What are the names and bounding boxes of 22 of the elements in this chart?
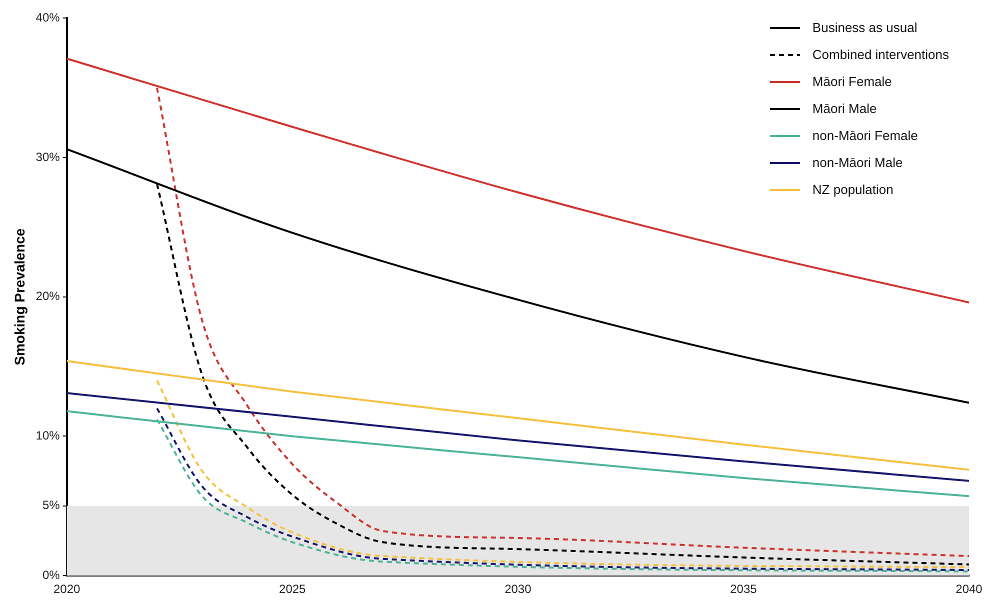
x-tick-label: 2040 (956, 582, 983, 596)
legend-label: non-Māori Male (812, 155, 903, 170)
line-series (66, 392, 969, 482)
legend-label: Combined interventions (812, 47, 949, 62)
legend-label: non-Māori Female (812, 128, 918, 143)
y-tick-label: 0% (42, 568, 60, 582)
y-tick-label: 5% (42, 498, 60, 512)
x-tick-label: 2025 (279, 582, 306, 596)
x-tick-label: 2035 (730, 582, 758, 596)
legend-label: NZ population (812, 182, 894, 197)
x-tick-label: 2020 (53, 582, 80, 596)
legend-label: Business as usual (812, 20, 918, 35)
x-tick-label: 2030 (504, 582, 532, 596)
y-tick-label: 30% (36, 150, 60, 164)
y-tick-label: 10% (36, 428, 60, 443)
line-series (66, 360, 969, 471)
legend-label: Māori Female (812, 74, 892, 89)
y-tick-label: 40% (36, 10, 60, 25)
y-axis-title: Smoking Prevalence (11, 228, 28, 366)
legend-label: Māori Male (812, 101, 877, 116)
line-series (156, 380, 969, 568)
y-tick-label: 20% (36, 289, 60, 304)
